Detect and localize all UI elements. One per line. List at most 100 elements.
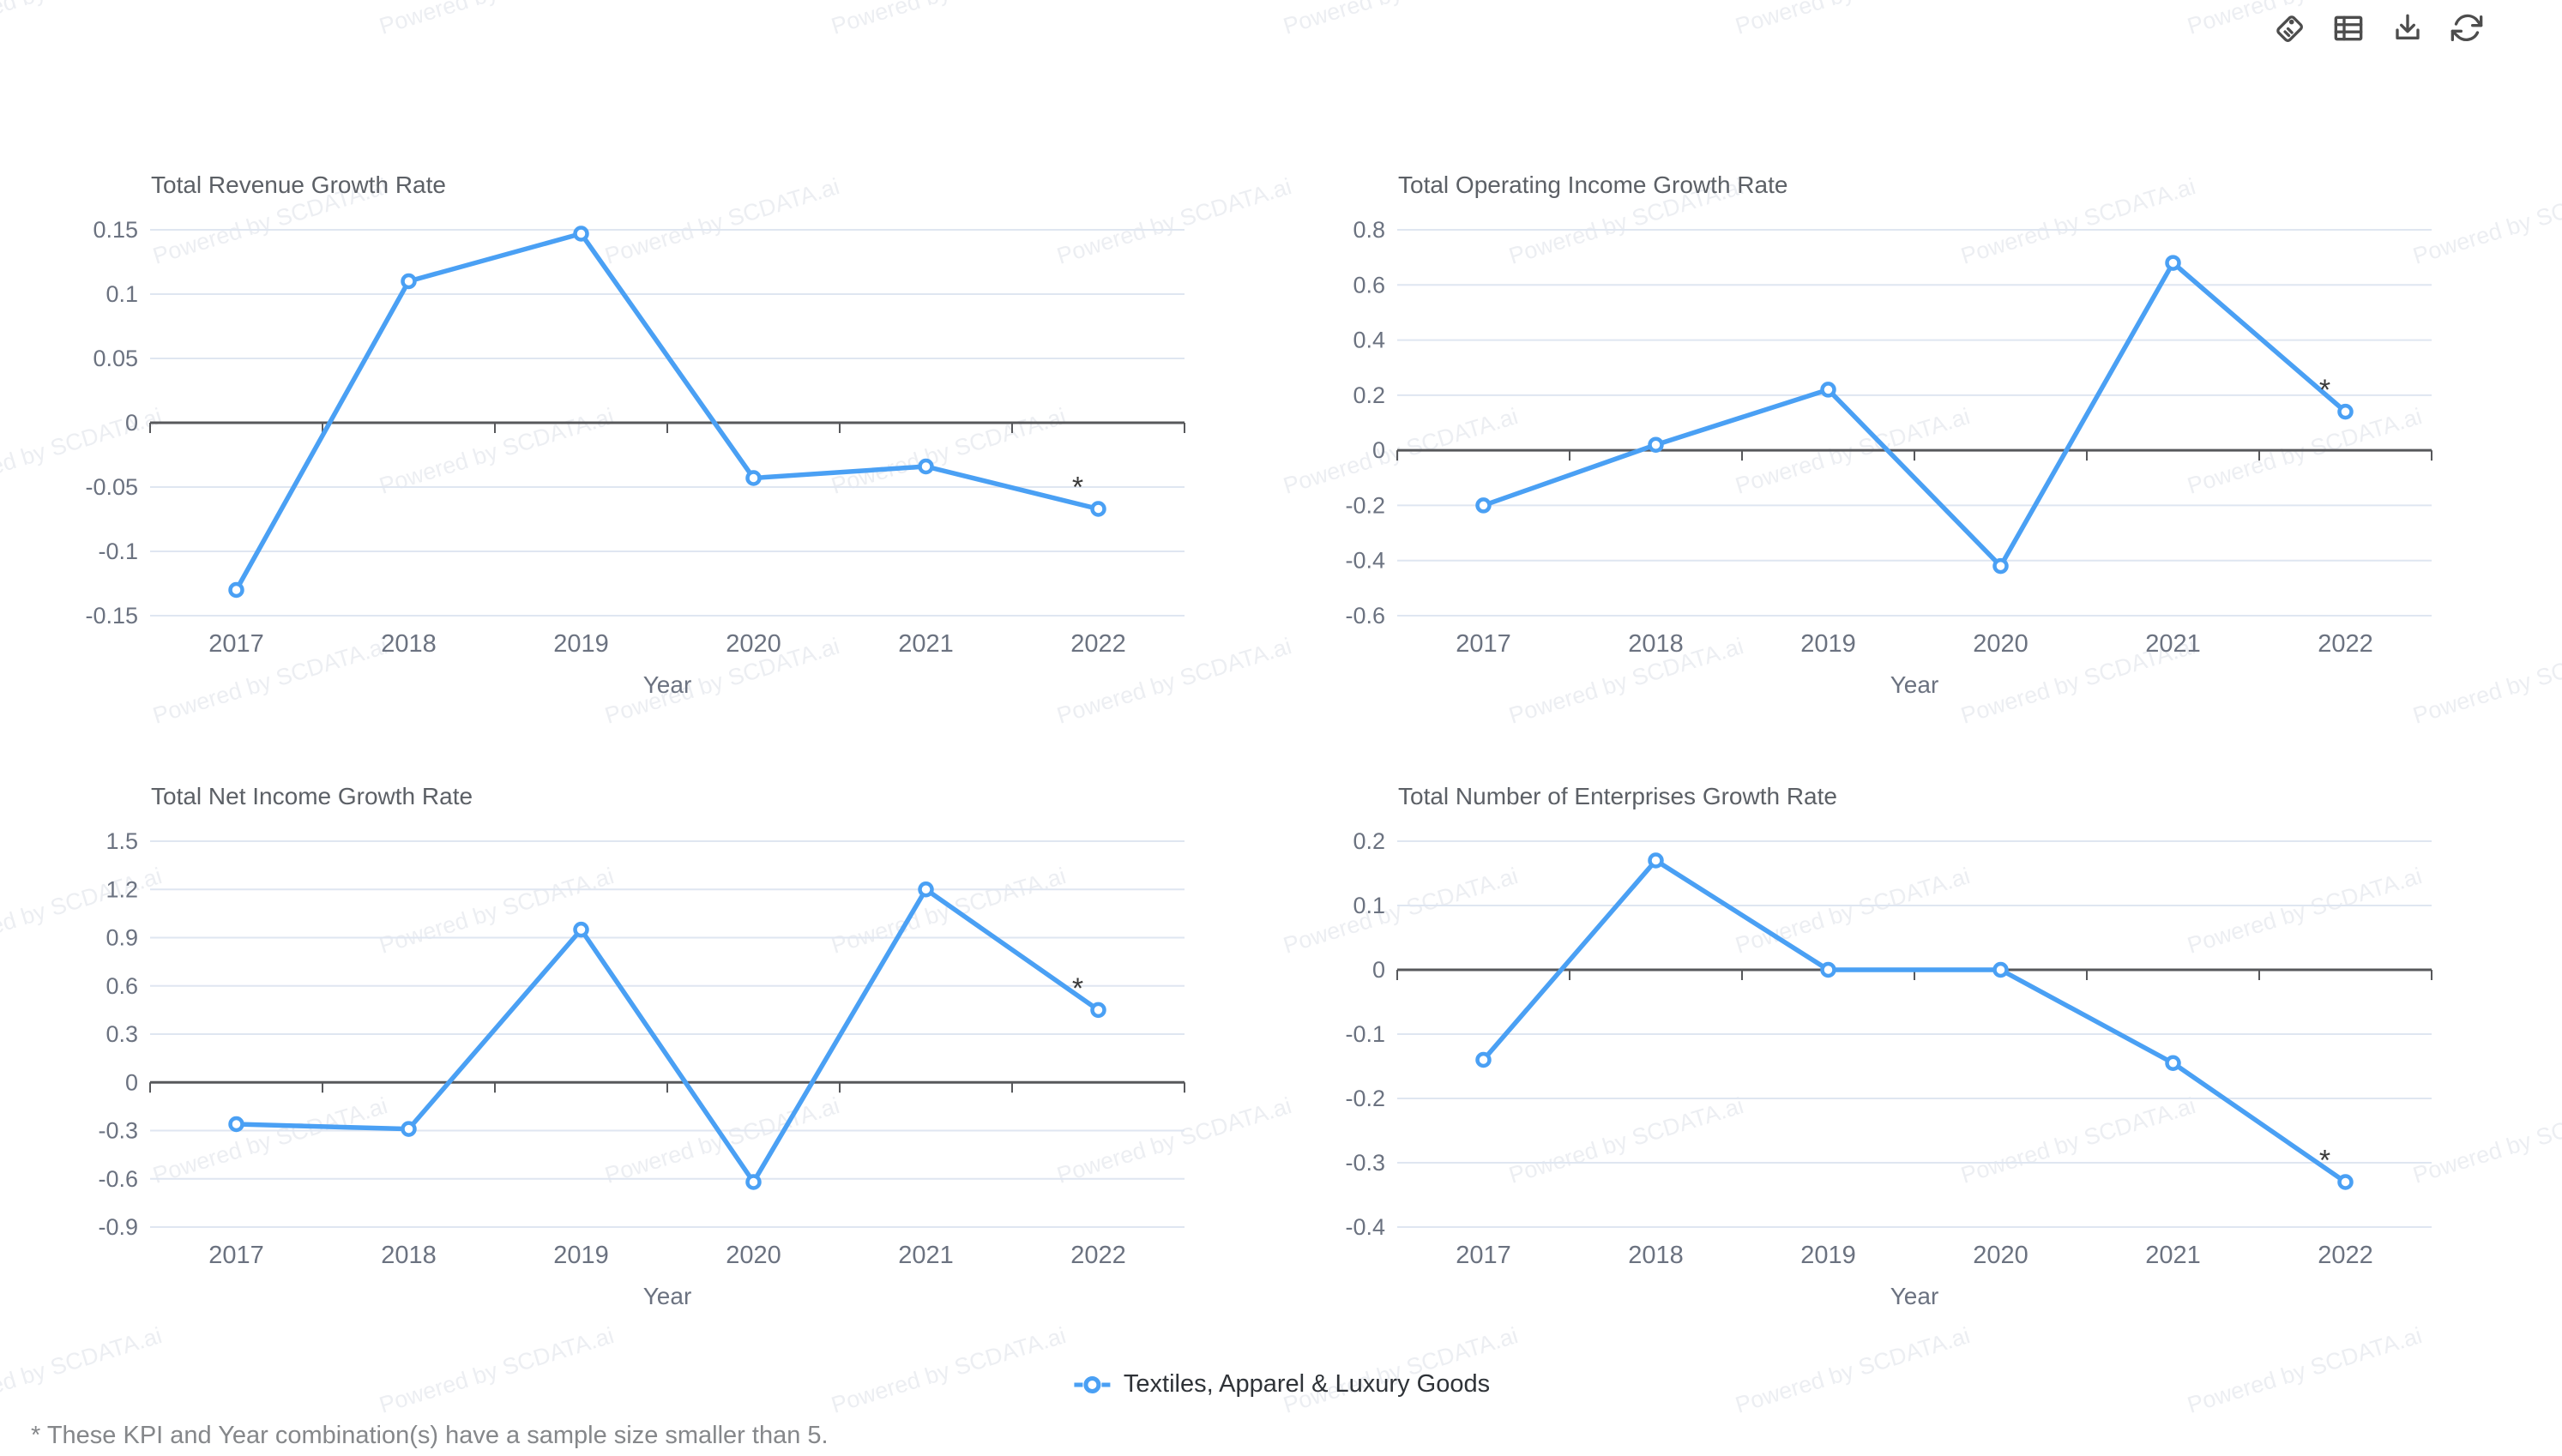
y-axis-tick-label: -0.1 — [98, 538, 138, 564]
data-point-marker[interactable] — [2165, 1055, 2181, 1071]
y-axis-tick-label: -0.3 — [1345, 1150, 1385, 1176]
y-axis-tick-label: -0.2 — [1345, 492, 1385, 518]
y-axis-tick-label: 0.1 — [105, 281, 138, 307]
data-point-marker[interactable] — [401, 1121, 417, 1137]
y-axis-tick-label: -0.6 — [98, 1166, 138, 1192]
x-axis-tick-label: 2019 — [553, 630, 609, 658]
y-axis-tick-label: -0.4 — [1345, 1214, 1385, 1240]
download-icon — [2396, 14, 2420, 39]
series-line — [1480, 857, 2348, 1185]
y-axis-tick-label: 0.2 — [1353, 828, 1385, 854]
x-axis-title: Year — [1890, 671, 1939, 698]
series-line — [1480, 260, 2348, 569]
data-point-marker[interactable] — [401, 273, 417, 290]
y-axis-tick-label: 0.6 — [1353, 272, 1385, 298]
chart-total-operating-income-growth-rate: Total Operating Income Growth Rate 0.8 0.… — [1320, 171, 2435, 710]
x-axis-tick-label: 2019 — [553, 1242, 609, 1269]
data-point-marker[interactable] — [2337, 403, 2354, 420]
data-point-marker[interactable] — [1648, 852, 1664, 869]
data-point-marker[interactable] — [1992, 961, 2009, 978]
plot-area[interactable]: 0.8 0.6 0.4 0.2 0 -0.2 -0.4 -0.6 2017 2018 2019 202… — [1320, 213, 2435, 710]
y-axis-tick-label: 0.05 — [93, 346, 138, 371]
data-point-marker[interactable] — [228, 1116, 244, 1133]
toolbar-button-download[interactable] — [2390, 10, 2426, 46]
data-point-marker[interactable] — [918, 881, 934, 898]
data-point-marker[interactable] — [228, 581, 244, 599]
x-axis-title: Year — [643, 671, 692, 698]
toolbar-button-table[interactable] — [2330, 10, 2366, 46]
series-line — [233, 231, 1101, 593]
chart-title: Total Net Income Growth Rate — [151, 783, 473, 809]
x-axis-tick-label: 2018 — [381, 1242, 437, 1269]
y-axis-tick-label: -0.05 — [85, 474, 138, 500]
y-axis-tick-label: -0.6 — [1345, 603, 1385, 629]
data-point-marker[interactable] — [2165, 255, 2181, 271]
toolbar-button-tag[interactable] — [2271, 10, 2307, 46]
x-axis-title: Year — [643, 1283, 692, 1309]
data-point-marker[interactable] — [1820, 961, 1836, 978]
x-axis-tick-label: 2019 — [1800, 630, 1856, 658]
x-axis-tick-label: 2021 — [2145, 630, 2201, 658]
y-axis-tick-label: 0 — [1372, 957, 1385, 983]
y-axis-tick-label: 1.2 — [105, 876, 138, 902]
charts-grid: Total Revenue Growth Rate 0.15 0.1 0.05 0 -0… — [73, 171, 2435, 1321]
plot-area[interactable]: 0.15 0.1 0.05 0 -0.05 -0.1 -0.15 2017 2018 2019 20… — [73, 213, 1188, 710]
x-axis-tick-label: 2017 — [1456, 1242, 1511, 1269]
series-line — [233, 887, 1101, 1185]
y-axis-tick-label: -0.2 — [1345, 1086, 1385, 1111]
data-point-marker[interactable] — [2337, 1174, 2354, 1190]
sample-size-footnote: * These KPI and Year combination(s) have… — [31, 1422, 829, 1449]
y-axis-tick-label: 0 — [125, 1069, 138, 1095]
y-axis-tick-label: -0.3 — [98, 1118, 138, 1144]
chart-toolbar — [2271, 10, 2485, 46]
x-axis-tick-label: 2017 — [1456, 630, 1511, 658]
x-axis-tick-label: 2021 — [898, 630, 954, 658]
data-point-marker[interactable] — [745, 470, 762, 486]
x-axis-tick-label: 2019 — [1800, 1242, 1856, 1269]
data-point-marker[interactable] — [1475, 1051, 1492, 1068]
y-axis-tick-label: 0.15 — [93, 217, 138, 243]
data-point-marker[interactable] — [745, 1174, 762, 1190]
small-sample-asterisk: * — [1072, 972, 1083, 1005]
chart-total-net-income-growth-rate: Total Net Income Growth Rate 1.5 1.2 0.9 0.… — [73, 783, 1188, 1321]
y-axis-tick-label: -0.15 — [85, 603, 138, 629]
data-point-marker[interactable] — [573, 921, 589, 938]
x-axis-tick-label: 2022 — [1070, 630, 1126, 658]
x-axis-tick-label: 2021 — [898, 1242, 954, 1269]
chart-title: Total Revenue Growth Rate — [151, 171, 446, 198]
table-icon — [2334, 15, 2363, 41]
data-point-marker[interactable] — [918, 458, 934, 475]
chart-total-revenue-growth-rate: Total Revenue Growth Rate 0.15 0.1 0.05 0 -0… — [73, 171, 1188, 710]
y-axis-tick-label: 0 — [1372, 437, 1385, 463]
data-point-marker[interactable] — [1090, 1002, 1106, 1019]
x-axis-tick-label: 2020 — [726, 1242, 781, 1269]
plot-area[interactable]: 1.5 1.2 0.9 0.6 0.3 0 -0.3 -0.6 -0.9 2017 2018 2019… — [73, 824, 1188, 1321]
small-sample-asterisk: * — [2319, 1145, 2330, 1177]
data-point-marker[interactable] — [573, 226, 589, 242]
x-axis-tick-label: 2018 — [1628, 1242, 1684, 1269]
data-point-marker[interactable] — [1820, 382, 1836, 398]
legend-marker-icon — [1073, 1375, 1110, 1393]
data-point-marker[interactable] — [1992, 557, 2009, 575]
x-axis-tick-label: 2020 — [1973, 630, 2029, 658]
y-axis-tick-label: 0.1 — [1353, 893, 1385, 918]
data-point-marker[interactable] — [1648, 436, 1664, 453]
data-point-marker[interactable] — [1475, 497, 1492, 514]
x-axis-title: Year — [1890, 1283, 1939, 1309]
x-axis-tick-label: 2020 — [726, 630, 781, 658]
y-axis-tick-label: -0.1 — [1345, 1021, 1385, 1047]
y-axis-tick-label: 0.9 — [105, 925, 138, 951]
plot-area[interactable]: 0.2 0.1 0 -0.1 -0.2 -0.3 -0.4 2017 2018 2019 2020 2… — [1320, 824, 2435, 1321]
x-axis-tick-label: 2021 — [2145, 1242, 2201, 1269]
legend-item-textiles-apparel-luxury-goods[interactable]: Textiles, Apparel & Luxury Goods — [1072, 1370, 1490, 1399]
small-sample-asterisk: * — [2319, 374, 2330, 406]
data-point-marker[interactable] — [1090, 501, 1106, 517]
x-axis-tick-label: 2022 — [1070, 1242, 1126, 1269]
refresh-icon — [2450, 14, 2483, 42]
small-sample-asterisk: * — [1072, 472, 1083, 504]
y-axis-tick-label: 0.8 — [1353, 217, 1385, 243]
y-axis-tick-label: -0.9 — [98, 1214, 138, 1240]
x-axis-tick-label: 2017 — [208, 1242, 264, 1269]
toolbar-button-refresh[interactable] — [2449, 10, 2485, 46]
x-axis-tick-label: 2020 — [1973, 1242, 2029, 1269]
